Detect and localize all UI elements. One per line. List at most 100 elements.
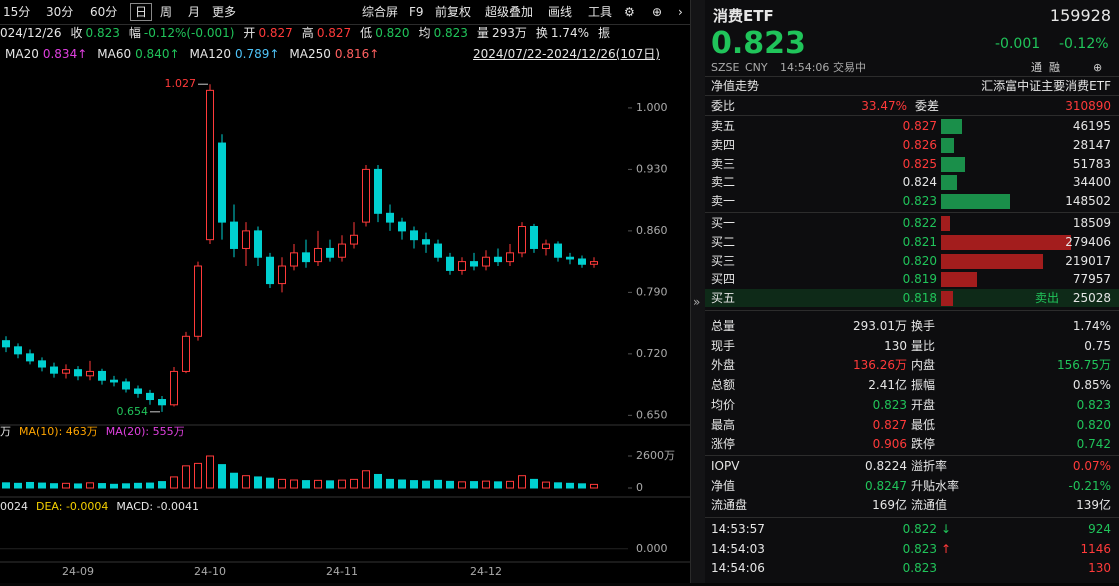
info-item: 均 0.823 <box>419 25 468 41</box>
stat-value: 169亿 <box>872 498 907 513</box>
y-tick-label: 2600万 <box>636 449 675 462</box>
volume-bar <box>434 479 442 489</box>
fund-name: 汇添富中证主要消费ETF <box>981 79 1111 93</box>
quote-icon[interactable]: 融 <box>1049 61 1060 74</box>
info-label: 幅 <box>128 26 141 40</box>
ma-value: 0.816↑ <box>334 47 380 61</box>
candle-body <box>26 353 34 362</box>
trade-price: 0.823 <box>902 561 937 575</box>
next-icon[interactable]: › <box>678 5 683 19</box>
volume-bar <box>554 482 562 489</box>
stat-label: 升贴水率 <box>911 478 960 493</box>
change-pct: -0.12% <box>1059 36 1109 52</box>
volume-bar <box>506 480 514 489</box>
candle-body <box>494 256 502 263</box>
macd-legend: DEA: -0.0004 <box>36 500 108 513</box>
candle-body <box>242 230 250 249</box>
add-icon[interactable]: ⊕ <box>652 5 663 19</box>
period-button[interactable]: 60分 <box>90 5 118 19</box>
candle-body <box>530 225 538 249</box>
tool-button[interactable]: 前复权 <box>435 5 472 19</box>
volume-bar <box>566 482 574 489</box>
level-label: 买三 <box>711 253 736 268</box>
value: 33.47% <box>861 99 907 113</box>
security-code: 159928 <box>1049 6 1111 25</box>
period-button[interactable]: 30分 <box>46 5 74 19</box>
volume-bar <box>50 483 58 489</box>
candle-body <box>194 265 202 337</box>
volume-bar <box>941 156 966 172</box>
level-label: 卖一 <box>711 194 736 209</box>
more-icon[interactable]: ⊕ <box>1093 61 1103 74</box>
label: 委比 <box>711 99 736 113</box>
volume-bar <box>134 482 142 489</box>
trade-tag[interactable]: 卖出 <box>1035 291 1060 306</box>
volume-bar <box>941 216 950 231</box>
y-tick-label: 0.650 <box>636 408 668 421</box>
info-label: 高 <box>301 26 314 40</box>
volume-bar <box>110 483 118 489</box>
ma-bar: MA20 0.834↑ MA60 0.840↑ MA120 0.789↑ MA250 0.81… <box>5 46 379 62</box>
stat-label: 流通值 <box>911 498 948 513</box>
period-button[interactable]: 更多 <box>212 5 237 19</box>
candle-body <box>218 142 226 223</box>
info-bar: 024/12/26 收 0.823 幅 -0.12%(-0.001) 开 0.827 高 0.8… <box>0 25 610 41</box>
volume-bar <box>254 476 262 489</box>
level-price: 0.823 <box>902 194 937 209</box>
tool-button[interactable]: 工具 <box>588 5 613 19</box>
period-button[interactable]: 15分 <box>3 5 31 19</box>
tool-button[interactable]: 综合屏 <box>362 5 399 19</box>
separator <box>705 212 1119 213</box>
separator <box>705 517 1119 518</box>
info-value: 0.820 <box>375 26 410 40</box>
volume-bar <box>302 480 310 489</box>
stat-label: 内盘 <box>911 358 936 373</box>
tool-button[interactable]: 超级叠加 <box>485 5 534 19</box>
level-label: 卖五 <box>711 119 736 133</box>
y-tick-label: 0.930 <box>636 162 668 175</box>
candle-body <box>146 392 154 401</box>
level-price: 0.824 <box>902 175 937 190</box>
volume-bar <box>422 480 430 489</box>
candle-body <box>170 370 178 406</box>
level-volume: 279406 <box>1065 234 1111 249</box>
stat-label: 总额 <box>711 378 736 393</box>
nav-link[interactable]: 净值走势 <box>711 79 760 93</box>
info-item: 收 0.823 <box>71 25 120 41</box>
level-label: 买一 <box>711 216 736 230</box>
level-volume: 51783 <box>1072 156 1111 171</box>
quote-icon[interactable]: 通 <box>1031 61 1042 74</box>
tool-button[interactable]: 画线 <box>548 5 573 19</box>
date-range[interactable]: 2024/07/22-2024/12/26(107日) <box>473 47 660 61</box>
volume-bar <box>470 481 478 489</box>
info-value: 293万 <box>491 26 527 40</box>
trade-time: 14:54:06 <box>711 561 765 575</box>
candle-body <box>302 252 310 263</box>
candle-body <box>350 234 358 245</box>
period-button[interactable]: 月 <box>188 5 201 19</box>
info-label: 收 <box>70 26 83 40</box>
ma-value: 0.789↑ <box>235 47 280 61</box>
volume-bar <box>941 119 963 134</box>
stat-value: 0.85% <box>1072 378 1111 393</box>
collapse-icon[interactable]: » <box>693 295 701 309</box>
candle-body <box>398 221 406 232</box>
tool-button[interactable]: F9 <box>409 5 424 19</box>
level-price: 0.818 <box>902 291 937 306</box>
volume-bar <box>194 462 202 489</box>
candle-body <box>314 247 322 263</box>
level-volume: 25028 <box>1072 291 1111 306</box>
y-tick-label: 0.000 <box>636 542 668 555</box>
stat-label: 均价 <box>711 397 736 412</box>
y-tick-label: 0.720 <box>636 347 668 360</box>
volume-bar <box>578 483 586 489</box>
period-button[interactable]: 日 <box>130 3 153 21</box>
candle-body <box>74 369 82 377</box>
period-button[interactable]: 周 <box>160 5 173 19</box>
volume-bar <box>14 482 22 489</box>
stat-label: 换手 <box>911 319 936 333</box>
volume-bar <box>122 483 130 489</box>
settings-icon[interactable]: ⚙ <box>624 5 635 19</box>
separator <box>705 310 1119 311</box>
